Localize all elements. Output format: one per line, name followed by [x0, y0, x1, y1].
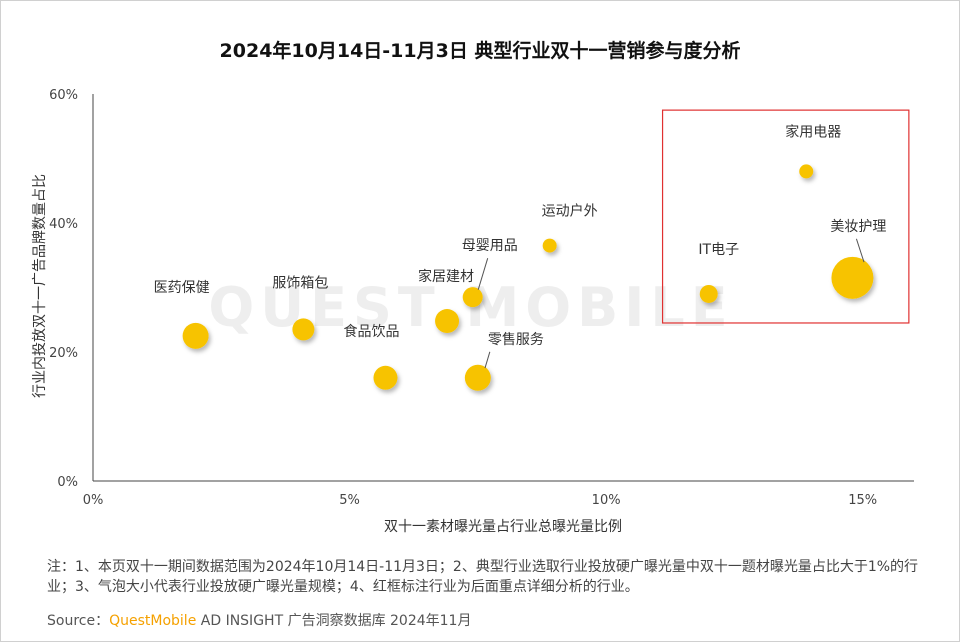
bubble-label: 零售服务 — [488, 332, 544, 348]
bubble-label: 家居建材 — [418, 268, 474, 285]
bubble-leader-line — [484, 351, 491, 369]
source-prefix: Source： — [47, 613, 110, 629]
bubble-leader-line — [855, 238, 865, 263]
bubble — [182, 322, 209, 349]
bubble-label: 医药保健 — [154, 280, 210, 296]
bubble — [435, 309, 460, 334]
x-tick-label: 0% — [83, 493, 104, 508]
bubble — [542, 238, 557, 253]
y-tick-label: 0% — [57, 475, 78, 490]
y-tick-label: 20% — [49, 346, 78, 361]
bubble-label: 母婴用品 — [462, 238, 518, 254]
source-brand: QuestMobile — [109, 613, 197, 629]
bubble-label: 运动户外 — [542, 203, 598, 220]
y-tick-label: 60% — [49, 88, 78, 103]
x-tick-label: 10% — [592, 493, 621, 508]
bubble-label: 美妆护理 — [830, 219, 886, 235]
x-axis-title: 双十一素材曝光量占行业总曝光量比例 — [384, 519, 622, 535]
highlight-box — [661, 109, 910, 324]
x-tick-label: 5% — [339, 493, 360, 508]
bubble — [462, 287, 483, 308]
bubble — [831, 256, 874, 299]
bubble-label: 家用电器 — [785, 123, 841, 140]
bubble — [373, 365, 398, 390]
source-line: Source：QuestMobile AD INSIGHT 广告洞察数据库 20… — [47, 610, 471, 630]
bubble — [799, 164, 814, 179]
chart-title: 2024年10月14日-11月3日 典型行业双十一营销参与度分析 — [220, 39, 741, 62]
y-axis-title: 行业内投放双十一广告品牌数量占比 — [31, 174, 48, 398]
bubble — [292, 318, 315, 341]
x-tick-label: 15% — [848, 493, 877, 508]
bubble-label: 食品饮品 — [343, 323, 399, 340]
source-rest: AD INSIGHT 广告洞察数据库 2024年11月 — [196, 613, 472, 629]
bubble — [464, 364, 491, 391]
footnote: 注：1、本页双十一期间数据范围为2024年10月14日-11月3日；2、典型行业… — [47, 559, 919, 595]
bubble-label: 服饰箱包 — [272, 275, 328, 291]
bubble-label: IT电子 — [698, 242, 739, 258]
bubble-leader-line — [477, 258, 489, 290]
y-tick-label: 40% — [49, 217, 78, 232]
bubble — [699, 284, 718, 303]
